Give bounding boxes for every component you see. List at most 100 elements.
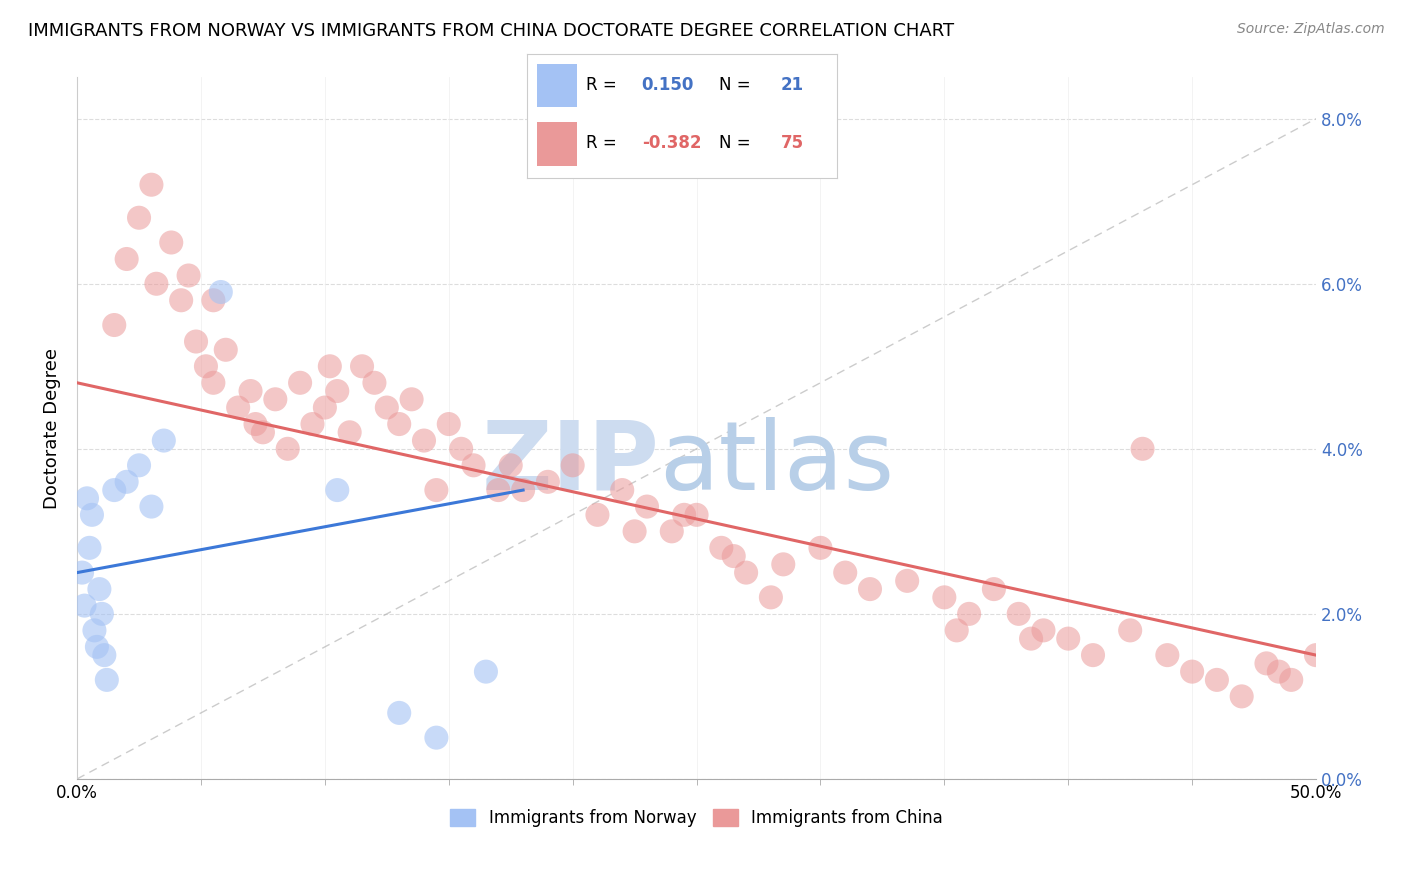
Immigrants from China bbox=[177, 268, 200, 283]
Immigrants from China bbox=[735, 566, 758, 580]
Immigrants from China bbox=[252, 425, 274, 440]
Immigrants from China bbox=[586, 508, 609, 522]
Immigrants from China bbox=[810, 541, 832, 555]
Immigrants from China bbox=[537, 475, 560, 489]
Immigrants from China bbox=[983, 582, 1005, 596]
Immigrants from China bbox=[1057, 632, 1080, 646]
Immigrants from China bbox=[1206, 673, 1229, 687]
Immigrants from China bbox=[388, 417, 411, 431]
Immigrants from China bbox=[202, 293, 225, 308]
Immigrants from China bbox=[1279, 673, 1302, 687]
Immigrants from China bbox=[339, 425, 361, 440]
Immigrants from China bbox=[425, 483, 447, 497]
Immigrants from China bbox=[103, 318, 125, 332]
Immigrants from China bbox=[623, 524, 645, 539]
Immigrants from Norway bbox=[73, 599, 96, 613]
Immigrants from Norway bbox=[475, 665, 498, 679]
Immigrants from China bbox=[239, 384, 262, 398]
Text: 0.150: 0.150 bbox=[641, 77, 695, 95]
Immigrants from China bbox=[685, 508, 707, 522]
Immigrants from China bbox=[160, 235, 183, 250]
Bar bbox=[537, 122, 576, 166]
Immigrants from China bbox=[226, 401, 249, 415]
Immigrants from Norway bbox=[209, 285, 232, 299]
Text: 21: 21 bbox=[780, 77, 804, 95]
Immigrants from China bbox=[673, 508, 696, 522]
Immigrants from China bbox=[141, 178, 163, 192]
Immigrants from China bbox=[1156, 648, 1178, 662]
Immigrants from China bbox=[834, 566, 856, 580]
Immigrants from China bbox=[1081, 648, 1104, 662]
Immigrants from China bbox=[326, 384, 349, 398]
Immigrants from Norway bbox=[70, 566, 93, 580]
Immigrants from China bbox=[1181, 665, 1204, 679]
Immigrants from Norway bbox=[76, 491, 98, 506]
Immigrants from China bbox=[1008, 607, 1031, 621]
Immigrants from China bbox=[636, 500, 658, 514]
Immigrants from Norway bbox=[326, 483, 349, 497]
Immigrants from China bbox=[245, 417, 267, 431]
Text: -0.382: -0.382 bbox=[641, 134, 702, 152]
Immigrants from China bbox=[1119, 624, 1142, 638]
Immigrants from China bbox=[561, 458, 583, 473]
Immigrants from Norway bbox=[90, 607, 112, 621]
Text: IMMIGRANTS FROM NORWAY VS IMMIGRANTS FROM CHINA DOCTORATE DEGREE CORRELATION CHA: IMMIGRANTS FROM NORWAY VS IMMIGRANTS FRO… bbox=[28, 22, 955, 40]
Immigrants from China bbox=[859, 582, 882, 596]
Immigrants from China bbox=[450, 442, 472, 456]
Immigrants from Norway bbox=[141, 500, 163, 514]
Immigrants from China bbox=[934, 591, 956, 605]
Text: N =: N = bbox=[718, 77, 751, 95]
Immigrants from Norway bbox=[93, 648, 115, 662]
Immigrants from China bbox=[215, 343, 238, 357]
Text: N =: N = bbox=[718, 134, 751, 152]
Immigrants from Norway bbox=[388, 706, 411, 720]
Immigrants from China bbox=[170, 293, 193, 308]
Immigrants from China bbox=[1032, 624, 1054, 638]
Text: R =: R = bbox=[586, 134, 617, 152]
Immigrants from Norway bbox=[83, 624, 105, 638]
Immigrants from China bbox=[759, 591, 782, 605]
Immigrants from China bbox=[363, 376, 385, 390]
Immigrants from China bbox=[1132, 442, 1154, 456]
Immigrants from China bbox=[1305, 648, 1327, 662]
Immigrants from China bbox=[1256, 657, 1278, 671]
Immigrants from Norway bbox=[153, 434, 176, 448]
Immigrants from China bbox=[486, 483, 509, 497]
Immigrants from China bbox=[413, 434, 436, 448]
Text: R =: R = bbox=[586, 77, 617, 95]
Immigrants from Norway bbox=[96, 673, 118, 687]
Immigrants from China bbox=[264, 392, 287, 407]
Immigrants from China bbox=[437, 417, 460, 431]
Immigrants from Norway bbox=[80, 508, 103, 522]
Text: 75: 75 bbox=[780, 134, 804, 152]
Immigrants from China bbox=[115, 252, 138, 266]
Immigrants from China bbox=[352, 359, 374, 374]
Immigrants from Norway bbox=[128, 458, 150, 473]
Immigrants from China bbox=[896, 574, 918, 588]
Text: ZIP: ZIP bbox=[481, 417, 659, 509]
Y-axis label: Doctorate Degree: Doctorate Degree bbox=[44, 348, 60, 508]
Immigrants from China bbox=[1019, 632, 1042, 646]
Immigrants from China bbox=[661, 524, 683, 539]
Immigrants from China bbox=[194, 359, 217, 374]
Immigrants from China bbox=[202, 376, 225, 390]
Immigrants from Norway bbox=[103, 483, 125, 497]
Immigrants from Norway bbox=[115, 475, 138, 489]
Legend: Immigrants from Norway, Immigrants from China: Immigrants from Norway, Immigrants from … bbox=[443, 802, 949, 834]
Text: atlas: atlas bbox=[659, 417, 894, 509]
Immigrants from China bbox=[463, 458, 485, 473]
Immigrants from China bbox=[288, 376, 311, 390]
Immigrants from China bbox=[957, 607, 980, 621]
Immigrants from Norway bbox=[425, 731, 447, 745]
Bar bbox=[537, 63, 576, 107]
Immigrants from China bbox=[319, 359, 342, 374]
Immigrants from China bbox=[277, 442, 299, 456]
Immigrants from Norway bbox=[89, 582, 111, 596]
Immigrants from China bbox=[512, 483, 534, 497]
Immigrants from Norway bbox=[86, 640, 108, 654]
Immigrants from China bbox=[710, 541, 733, 555]
Immigrants from China bbox=[612, 483, 634, 497]
Immigrants from China bbox=[723, 549, 745, 563]
Immigrants from China bbox=[945, 624, 967, 638]
Immigrants from China bbox=[499, 458, 522, 473]
